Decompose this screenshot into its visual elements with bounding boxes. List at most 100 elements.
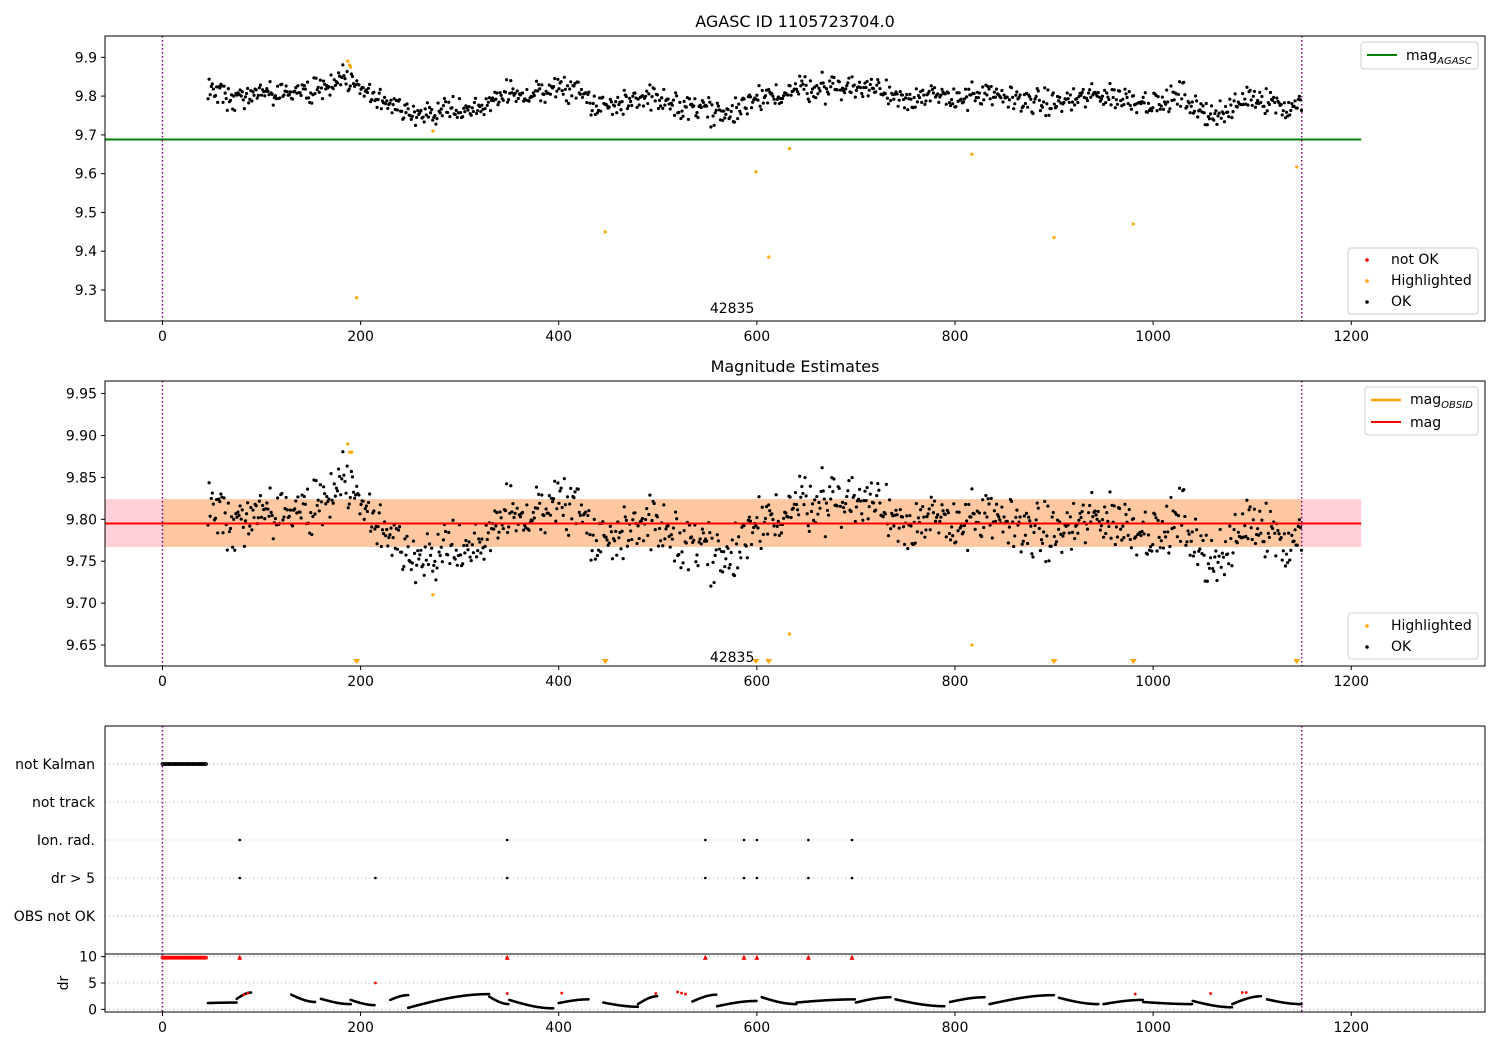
ok-point [672,559,677,563]
ok-point [423,107,427,111]
ok-point [1202,553,1206,557]
ok-point [317,509,321,513]
ok-point [1265,549,1269,553]
ok-point [794,87,799,91]
dr-not-ok-point [680,991,683,995]
ok-point [1115,535,1120,539]
ok-point [1199,534,1203,538]
ok-point [748,519,753,523]
ok-point [1139,533,1143,538]
ok-point [714,108,718,112]
panel-magnitude-xtick-label: 1200 [1333,674,1369,690]
highlighted-point [355,296,359,300]
ok-point [868,82,872,87]
ok-point [537,492,541,496]
ok-point [280,82,284,86]
ok-point [226,501,230,505]
ok-point [749,542,754,547]
ok-point [1233,92,1237,96]
ok-point [687,97,692,101]
ok-point [496,536,500,540]
ok-point [646,101,650,106]
ok-point [854,88,859,92]
ok-point [516,96,520,101]
ok-point [951,534,955,538]
highlighted-point [350,450,354,454]
ok-point [1081,503,1085,507]
ok-point [538,87,542,91]
ok-point [471,551,475,555]
ok-point [221,531,225,535]
ok-point [531,91,535,95]
ok-point [803,75,807,79]
panel-agasc-xtick-label: 1000 [1135,329,1171,345]
ok-point [984,493,988,498]
ok-point [1157,535,1161,539]
ok-point [1053,542,1058,547]
ok-point [362,94,366,98]
ok-point [474,555,479,559]
ok-point [1055,518,1060,522]
ok-point [357,83,361,87]
ok-point [1299,108,1304,113]
ok-point [474,111,479,116]
ok-point [849,90,853,95]
ok-point [1220,551,1224,555]
ok-point [624,518,628,523]
ok-point [1253,105,1258,109]
ok-point [1182,80,1186,84]
ok-point [730,104,734,108]
ok-point [226,87,230,91]
ok-point [770,91,774,96]
panel-agasc-ytick-label: 9.9 [75,50,97,66]
ok-point [815,83,819,88]
ok-point [275,84,280,88]
panel-magnitude-ytick-label: 9.85 [66,470,97,486]
ok-point [970,80,974,84]
ok-point [310,101,314,105]
ok-point [843,510,847,514]
ok-point [670,537,674,541]
ok-point [930,87,934,92]
ok-point [1118,89,1122,93]
highlighted-point [431,593,435,597]
ok-point [482,112,486,117]
ok-point [390,111,394,115]
ok-point [858,80,862,84]
highlighted-point [1131,222,1135,226]
ok-point [961,530,965,534]
ok-point [716,539,720,543]
ok-point [979,102,984,106]
ok-point [243,95,248,99]
ok-point [714,548,718,552]
ok-point [1231,551,1235,555]
ok-point [865,79,869,84]
ok-point [671,98,676,102]
ok-point [975,509,979,513]
ok-point [455,115,459,119]
ok-point [993,519,998,524]
ok-point [514,529,518,533]
ok-point [347,502,351,506]
ok-point [914,87,918,91]
ok-point [463,551,467,555]
ok-point [302,494,306,499]
ok-point [1235,541,1239,545]
below-range-marker [752,659,760,664]
ok-point [1017,95,1021,100]
ok-point [1263,111,1267,116]
ok-point [479,110,483,114]
ok-point [465,543,469,548]
ok-point [625,544,630,548]
ok-point [314,479,318,483]
ok-point [458,553,463,557]
ok-point [701,100,706,104]
ok-point [655,93,659,97]
ok-point [1275,96,1279,100]
ok-point [223,91,227,95]
ok-point [207,481,211,485]
ok-point [908,514,912,518]
ok-point [629,99,633,104]
ok-point [1099,524,1104,528]
ok-point [920,100,924,104]
